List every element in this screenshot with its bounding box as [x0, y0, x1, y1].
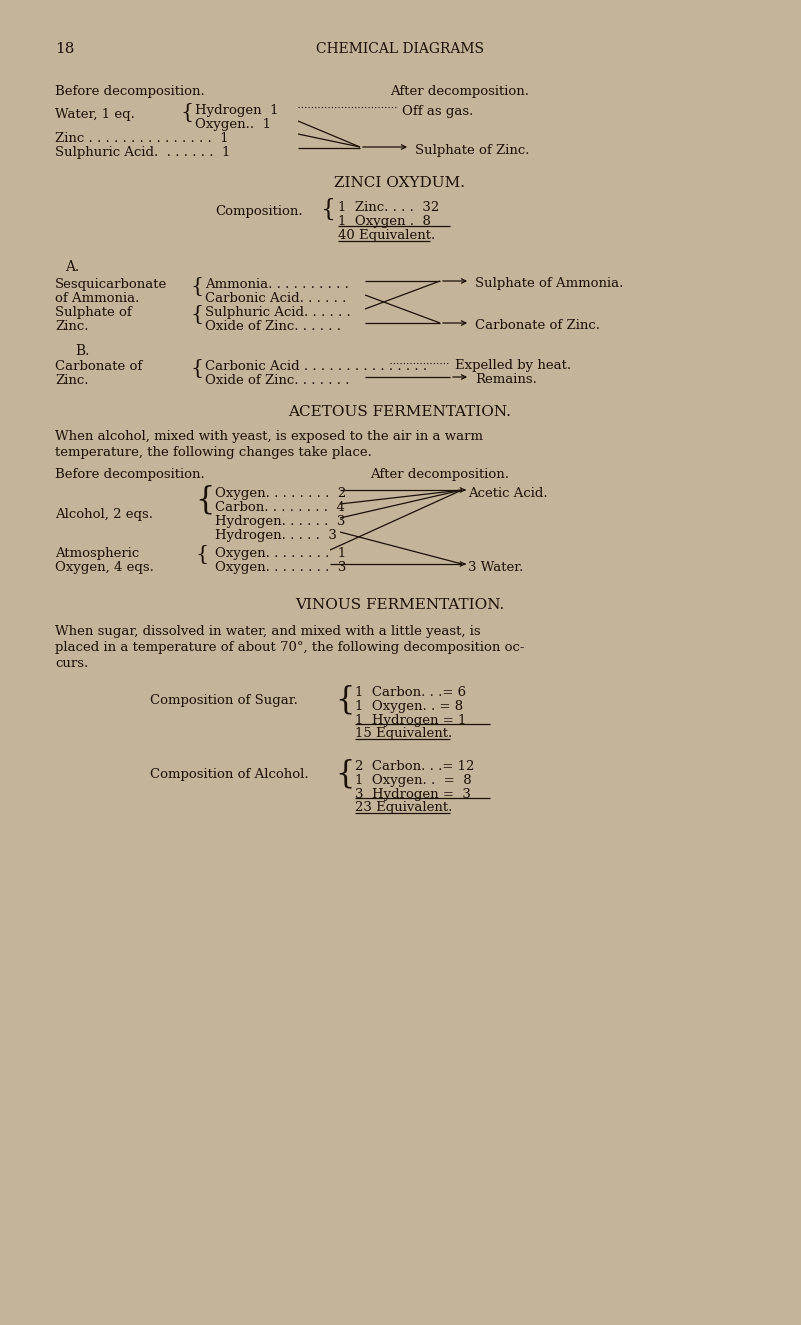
Text: 1  Oxygen. .  =  8: 1 Oxygen. . = 8 — [355, 774, 472, 787]
Text: temperature, the following changes take place.: temperature, the following changes take … — [55, 447, 372, 458]
Text: 1  Oxygen. . = 8: 1 Oxygen. . = 8 — [355, 700, 463, 713]
Text: Atmospheric: Atmospheric — [55, 547, 139, 560]
Text: Expelled by heat.: Expelled by heat. — [455, 359, 571, 372]
Text: Oxygen. . . . . . . .  1: Oxygen. . . . . . . . 1 — [215, 547, 346, 560]
Text: 3  Hydrogen =  3: 3 Hydrogen = 3 — [355, 788, 471, 802]
Text: B.: B. — [75, 344, 90, 358]
Text: 1  Zinc. . . .  32: 1 Zinc. . . . 32 — [338, 201, 439, 215]
Text: Composition of Sugar.: Composition of Sugar. — [150, 694, 298, 708]
Text: placed in a temperature of about 70°, the following decomposition oc-: placed in a temperature of about 70°, th… — [55, 641, 525, 655]
Text: Oxygen. . . . . . . .  2: Oxygen. . . . . . . . 2 — [215, 488, 346, 500]
Text: Hydrogen. . . . . .  3: Hydrogen. . . . . . 3 — [215, 515, 345, 527]
Text: CHEMICAL DIAGRAMS: CHEMICAL DIAGRAMS — [316, 42, 484, 56]
Text: ZINCI OXYDUM.: ZINCI OXYDUM. — [335, 176, 465, 189]
Text: 1  Carbon. . .= 6: 1 Carbon. . .= 6 — [355, 686, 466, 700]
Text: Zinc.: Zinc. — [55, 374, 88, 387]
Text: Zinc.: Zinc. — [55, 321, 88, 333]
Text: curs.: curs. — [55, 657, 88, 670]
Text: {: { — [190, 305, 203, 323]
Text: {: { — [190, 277, 203, 295]
Text: Acetic Acid.: Acetic Acid. — [468, 488, 548, 500]
Text: 18: 18 — [55, 42, 74, 56]
Text: Oxygen..  1: Oxygen.. 1 — [195, 118, 271, 131]
Text: Alcohol, 2 eqs.: Alcohol, 2 eqs. — [55, 507, 153, 521]
Text: {: { — [190, 359, 203, 378]
Text: Oxygen. . . . . . . .  3: Oxygen. . . . . . . . 3 — [215, 560, 346, 574]
Text: Sesquicarbonate: Sesquicarbonate — [55, 278, 167, 292]
Text: of Ammonia.: of Ammonia. — [55, 292, 139, 305]
Text: Sulphate of Ammonia.: Sulphate of Ammonia. — [475, 277, 623, 290]
Text: After decomposition.: After decomposition. — [390, 85, 529, 98]
Text: Sulphate of: Sulphate of — [55, 306, 131, 319]
Text: VINOUS FERMENTATION.: VINOUS FERMENTATION. — [296, 598, 505, 612]
Text: 23 Equivalent.: 23 Equivalent. — [355, 802, 453, 814]
Text: Oxide of Zinc. . . . . . .: Oxide of Zinc. . . . . . . — [205, 374, 349, 387]
Text: Composition of Alcohol.: Composition of Alcohol. — [150, 768, 308, 780]
Text: 40 Equivalent.: 40 Equivalent. — [338, 229, 435, 242]
Text: 3 Water.: 3 Water. — [468, 560, 523, 574]
Text: {: { — [180, 102, 193, 122]
Text: Before decomposition.: Before decomposition. — [55, 468, 205, 481]
Text: Ammonia. . . . . . . . . .: Ammonia. . . . . . . . . . — [205, 278, 349, 292]
Text: Carbonate of: Carbonate of — [55, 360, 143, 374]
Text: After decomposition.: After decomposition. — [370, 468, 509, 481]
Text: Hydrogen  1: Hydrogen 1 — [195, 103, 279, 117]
Text: Sulphate of Zinc.: Sulphate of Zinc. — [415, 144, 529, 156]
Text: Composition.: Composition. — [215, 205, 303, 219]
Text: When sugar, dissolved in water, and mixed with a little yeast, is: When sugar, dissolved in water, and mixe… — [55, 625, 481, 639]
Text: Carbonic Acid. . . . . .: Carbonic Acid. . . . . . — [205, 292, 346, 305]
Text: 2  Carbon. . .= 12: 2 Carbon. . .= 12 — [355, 761, 474, 772]
Text: A.: A. — [65, 260, 79, 274]
Text: 15 Equivalent.: 15 Equivalent. — [355, 727, 453, 739]
Text: Off as gas.: Off as gas. — [402, 105, 473, 118]
Text: Before decomposition.: Before decomposition. — [55, 85, 205, 98]
Text: 1  Oxygen .  8: 1 Oxygen . 8 — [338, 215, 431, 228]
Text: Remains.: Remains. — [475, 374, 537, 386]
Text: {: { — [335, 758, 354, 790]
Text: Sulphuric Acid. . . . . .: Sulphuric Acid. . . . . . — [205, 306, 351, 319]
Text: Oxygen, 4 eqs.: Oxygen, 4 eqs. — [55, 560, 154, 574]
Text: Oxide of Zinc. . . . . .: Oxide of Zinc. . . . . . — [205, 321, 341, 333]
Text: Carbon. . . . . . . .  4: Carbon. . . . . . . . 4 — [215, 501, 345, 514]
Text: ACETOUS FERMENTATION.: ACETOUS FERMENTATION. — [288, 405, 511, 419]
Text: Hydrogen. . . . .  3: Hydrogen. . . . . 3 — [215, 529, 337, 542]
Text: 1  Hydrogen = 1: 1 Hydrogen = 1 — [355, 714, 466, 727]
Text: Sulphuric Acid.  . . . . . .  1: Sulphuric Acid. . . . . . . 1 — [55, 146, 231, 159]
Text: Carbonate of Zinc.: Carbonate of Zinc. — [475, 319, 600, 333]
Text: {: { — [195, 485, 215, 515]
Text: {: { — [335, 685, 354, 716]
Text: Zinc . . . . . . . . . . . . . . .  1: Zinc . . . . . . . . . . . . . . . 1 — [55, 132, 228, 144]
Text: Water, 1 eq.: Water, 1 eq. — [55, 109, 135, 121]
Text: {: { — [320, 197, 335, 220]
Text: Carbonic Acid . . . . . . . . . . . . . . .: Carbonic Acid . . . . . . . . . . . . . … — [205, 360, 427, 374]
Text: {: { — [195, 545, 208, 563]
Text: When alcohol, mixed with yeast, is exposed to the air in a warm: When alcohol, mixed with yeast, is expos… — [55, 431, 483, 443]
